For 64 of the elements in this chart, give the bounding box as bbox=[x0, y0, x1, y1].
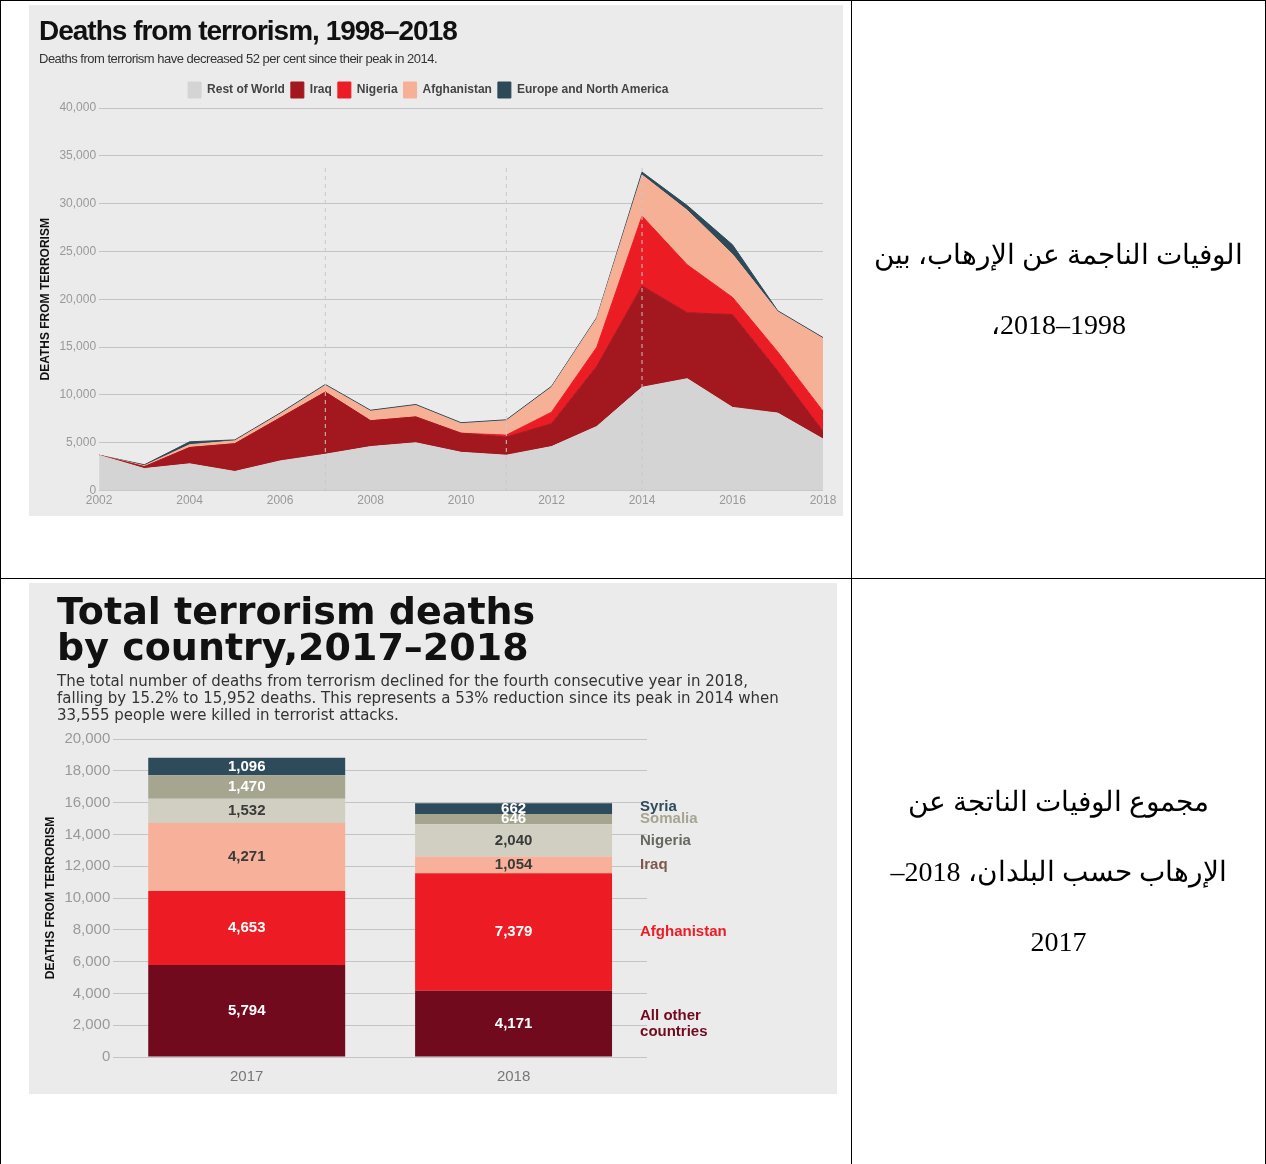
series-label: Afghanistan bbox=[640, 922, 727, 940]
data-label: 1,532 bbox=[227, 800, 266, 818]
y-tick-label: 40,000 bbox=[59, 100, 97, 115]
legend-label: Afghanistan bbox=[422, 82, 492, 97]
data-label: 1,470 bbox=[227, 777, 266, 795]
x-tick-label: 2006 bbox=[266, 493, 294, 508]
bar bbox=[148, 964, 346, 1057]
y-tick-label: 10,000 bbox=[64, 888, 111, 906]
y-tick-label: 5,000 bbox=[66, 435, 97, 450]
x-tick-label: 2014 bbox=[628, 493, 656, 508]
data-label: 2,040 bbox=[494, 830, 533, 848]
y-tick-label: 4,000 bbox=[72, 983, 111, 1001]
y-tick-label: 12,000 bbox=[64, 856, 111, 874]
x-tick-label: 2018 bbox=[809, 493, 837, 508]
y-tick-label: 14,000 bbox=[64, 824, 111, 842]
x-tick-label: 2008 bbox=[357, 493, 385, 508]
bar bbox=[148, 822, 346, 891]
series-label: All other countries bbox=[640, 1005, 708, 1039]
y-tick-label: 16,000 bbox=[64, 792, 111, 810]
x-tick-label: 2010 bbox=[447, 493, 475, 508]
text: الوفيات الناجمة عن الإرهاب، بين 1998–2018، bbox=[874, 238, 1243, 340]
text: مجموع الوفيات الناتجة عن الإرهاب حسب البلدان، 2018–2017 bbox=[890, 785, 1227, 957]
bar bbox=[148, 775, 346, 799]
chart-subtitle: Deaths from terrorism have decreased 52 per cent since their peak in 2014. bbox=[38, 51, 438, 66]
legend-label: Iraq bbox=[309, 82, 332, 97]
x-tick-label: 2016 bbox=[719, 493, 747, 508]
bar bbox=[415, 873, 613, 991]
bar bbox=[415, 803, 613, 814]
x-tick-label: 2004 bbox=[176, 493, 204, 508]
y-tick-label: 30,000 bbox=[59, 195, 97, 210]
x-tick-label: 2012 bbox=[538, 493, 566, 508]
legend-label: Rest of World bbox=[207, 82, 285, 97]
bar bbox=[415, 990, 613, 1057]
bar bbox=[148, 757, 346, 776]
legend-label: Nigeria bbox=[356, 82, 398, 97]
data-label: 4,171 bbox=[494, 1013, 533, 1031]
y-tick-label: 35,000 bbox=[59, 148, 97, 163]
data-label: 1,054 bbox=[494, 855, 533, 873]
data-label: 7,379 bbox=[494, 922, 533, 940]
chart-title: Deaths from terrorism, 1998–2018 bbox=[38, 15, 458, 47]
data-label: 1,096 bbox=[227, 756, 266, 774]
series-label: Nigeria bbox=[640, 830, 692, 848]
y-tick-label: 20,000 bbox=[59, 291, 97, 306]
y-tick-label: 25,000 bbox=[59, 243, 97, 258]
chart-subtitle: The total number of deaths from terrorism declined for the fourth consecutive year in 2018, falling by 15.2% to 15,952 deaths. This represents a 53% reduction since its peak in 2014 when 33,555 people were killed in terrorist attacks. bbox=[56, 672, 780, 724]
legend-label: Europe and North America bbox=[516, 82, 669, 97]
y-tick-label: 10,000 bbox=[59, 387, 97, 402]
y-tick-label: 18,000 bbox=[64, 760, 111, 778]
y-axis-title: DEATHS FROM TERRORISM bbox=[42, 816, 57, 980]
series-label: Iraq bbox=[640, 855, 668, 873]
y-tick-label: 0 bbox=[101, 1047, 111, 1065]
y-tick-label: 8,000 bbox=[72, 919, 111, 937]
y-tick-label: 20,000 bbox=[64, 729, 111, 747]
y-tick-label: 6,000 bbox=[72, 951, 111, 969]
data-label: 4,653 bbox=[227, 918, 266, 936]
data-label: 5,794 bbox=[227, 1000, 267, 1018]
x-tick-label: 2018 bbox=[496, 1067, 531, 1085]
y-tick-label: 2,000 bbox=[72, 1015, 111, 1033]
data-label: 4,271 bbox=[227, 847, 266, 865]
bar bbox=[148, 890, 346, 965]
chart-title: Total terrorism deaths by country,2017–2018 bbox=[56, 589, 537, 669]
y-axis-title: DEATHS FROM TERRORISM bbox=[37, 218, 52, 381]
y-tick-label: 15,000 bbox=[59, 339, 97, 354]
x-tick-label: 2017 bbox=[230, 1067, 264, 1085]
